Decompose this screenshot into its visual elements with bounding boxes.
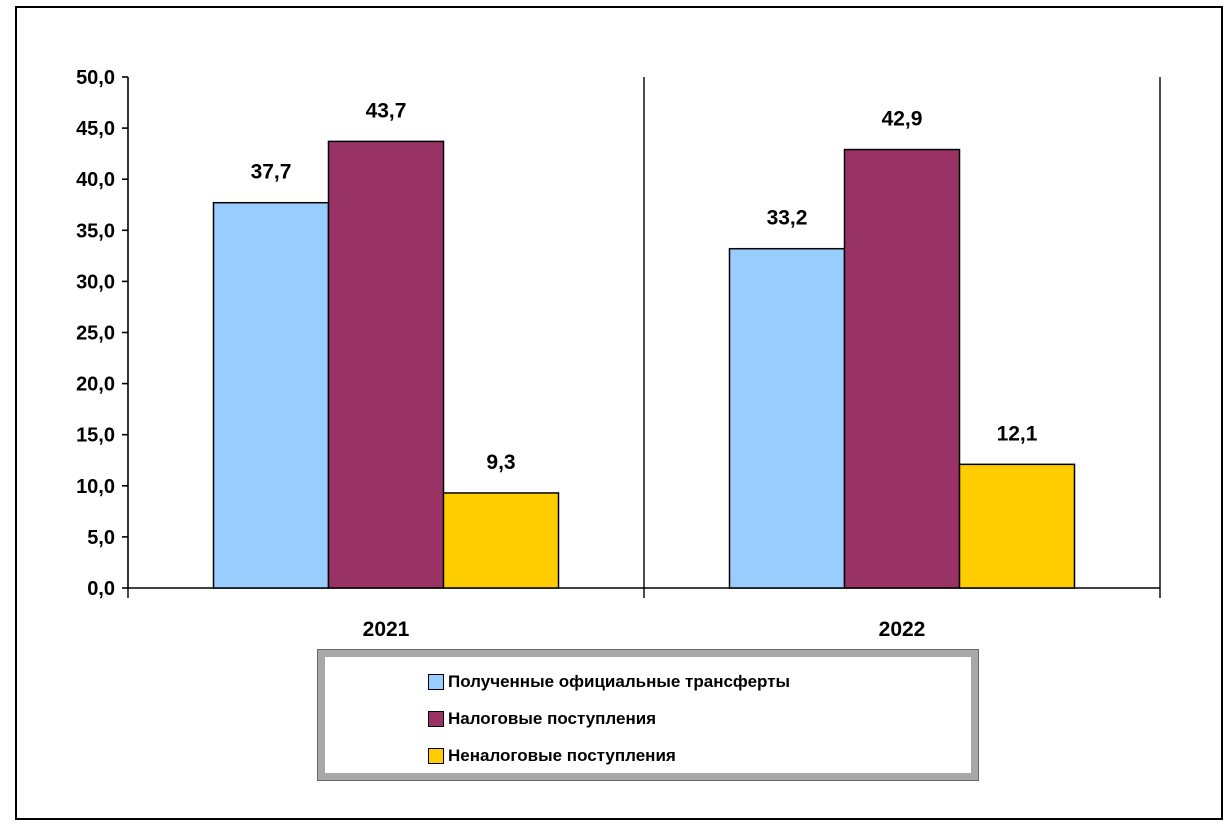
data-label-transfers: 37,7 [251,161,292,184]
y-tick-label: 45,0 [76,118,115,140]
legend-item-nontax: Неналоговые поступления [428,745,676,767]
x-axis-category-labels: 2021 2022 [363,618,926,641]
data-label-transfers: 33,2 [767,207,808,230]
bar-nontax [958,463,1076,589]
data-label-tax: 42,9 [882,108,923,131]
bar-transfers [212,201,330,589]
y-tick-label: 25,0 [76,323,115,345]
legend-item-transfers: Полученные официальные трансферты [428,671,790,693]
y-tick-label: 0,0 [87,578,115,600]
legend-label-transfers: Полученные официальные трансферты [448,672,791,691]
bar-transfers [728,247,846,589]
legend-swatch-tax [428,711,444,727]
chart-bars [212,140,1076,589]
bar-nontax [442,492,560,589]
y-tick-label: 15,0 [76,425,115,447]
chart-legend: Полученные официальные трансферты Налого… [317,649,979,781]
y-tick-label: 10,0 [76,476,115,498]
legend-swatch-transfers [428,674,444,690]
data-labels: 37,7 43,7 9,3 33,2 42,9 12,1 [251,99,1038,474]
bar-tax [327,140,445,589]
y-tick-label: 5,0 [87,527,115,549]
data-label-nontax: 9,3 [486,451,515,474]
y-tick-label: 40,0 [76,169,115,191]
legend-label-tax: Налоговые поступления [448,709,657,728]
legend-item-tax: Налоговые поступления [428,708,656,730]
data-label-tax: 43,7 [366,99,407,122]
y-axis-tick-labels: 0,0 5,0 10,0 15,0 20,0 25,0 30,0 35,0 40,0 45,0 50… [76,67,115,600]
y-tick-label: 35,0 [76,220,115,242]
y-tick-label: 20,0 [76,374,115,396]
data-label-nontax: 12,1 [997,422,1038,445]
y-tick-label: 30,0 [76,271,115,293]
legend-swatch-nontax [428,748,444,764]
y-tick-label: 50,0 [76,67,115,89]
x-category-label: 2022 [879,618,926,641]
bar-tax [843,148,961,589]
legend-label-nontax: Неналоговые поступления [448,746,676,765]
x-category-label: 2021 [363,618,410,641]
